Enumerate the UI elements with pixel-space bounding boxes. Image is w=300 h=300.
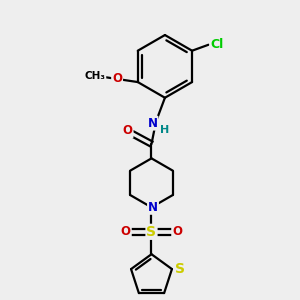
Text: O: O [172,225,182,238]
Text: CH₃: CH₃ [84,71,105,81]
Text: O: O [112,73,122,85]
Text: S: S [146,225,157,239]
Text: Cl: Cl [210,38,224,51]
Text: S: S [175,262,185,276]
Text: H: H [160,125,170,135]
Text: O: O [123,124,133,137]
Text: N: N [148,117,158,130]
Text: O: O [121,225,131,238]
Text: N: N [148,201,158,214]
